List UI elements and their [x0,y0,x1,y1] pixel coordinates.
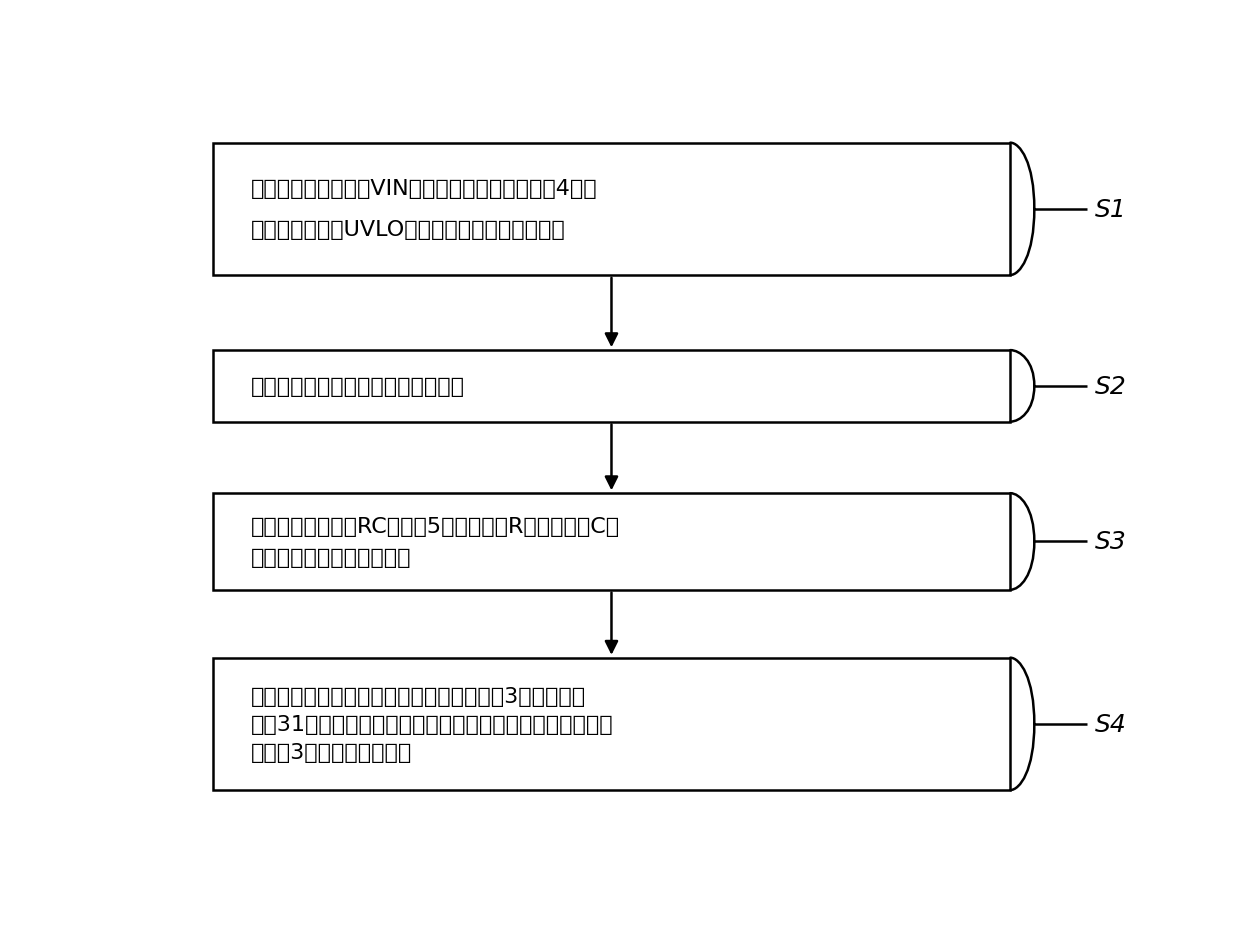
Bar [213,144,1011,276]
Text: S4: S4 [1095,712,1127,736]
Bar [213,494,1011,590]
Text: S1: S1 [1095,198,1127,222]
Bar [213,658,1011,791]
Text: 比较外部输入电压（VIN）与电源管理集成模块（4）的: 比较外部输入电压（VIN）与电源管理集成模块（4）的 [250,179,598,199]
Text: 脚（31），当所述逻辑运算的结果为高电平时，所述时序控: 脚（31），当所述逻辑运算的结果为高电平时，所述时序控 [250,715,614,734]
Text: 将所述逻辑运算的结果输出至时序控制器（3）的复位引: 将所述逻辑运算的结果输出至时序控制器（3）的复位引 [250,686,587,706]
Bar [213,351,1011,422]
Text: S3: S3 [1095,530,1127,554]
Text: 制器（3）执行复位动作。: 制器（3）执行复位动作。 [250,742,413,762]
Text: 低压关断电压（UVLO）的高低，得到比较结果；: 低压关断电压（UVLO）的高低，得到比较结果； [250,220,565,240]
Text: S2: S2 [1095,375,1127,398]
Text: 根据所述比较结果输出一数字信号；: 根据所述比较结果输出一数字信号； [250,377,465,396]
Text: 将所述数字信号与RC电路（5）中电阻（R）和电容（C）: 将所述数字信号与RC电路（5）中电阻（R）和电容（C） [250,517,620,536]
Text: 之间的电压进行逻辑运算；: 之间的电压进行逻辑运算； [250,547,412,567]
